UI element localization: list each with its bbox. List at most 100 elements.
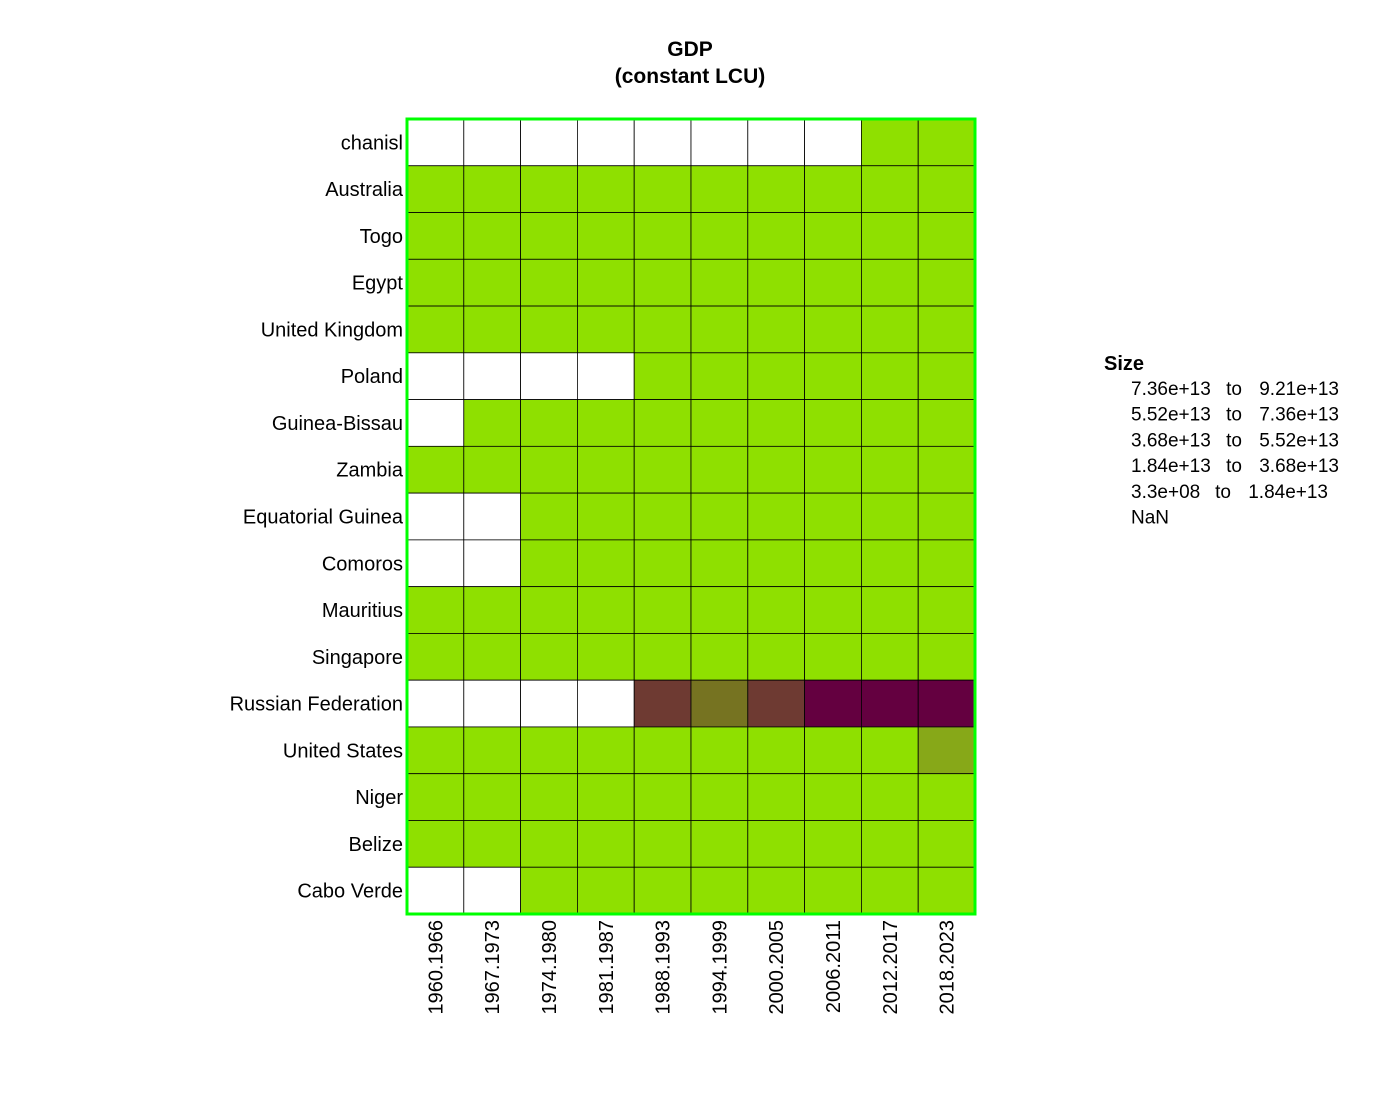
heatmap-cell — [633, 445, 692, 494]
heatmap-cell — [577, 352, 635, 400]
legend-from: NaN — [1131, 508, 1169, 529]
heatmap-cell — [577, 773, 635, 821]
row-label: Comoros — [322, 553, 403, 575]
heatmap-cell — [861, 445, 919, 494]
heatmap-cell — [861, 258, 919, 307]
heatmap-cell — [520, 726, 578, 775]
heatmap-cell — [747, 820, 805, 868]
heatmap-cell — [690, 352, 749, 400]
heatmap-cell — [917, 539, 976, 588]
heatmap-cell — [520, 866, 578, 915]
heatmap-cell — [804, 726, 862, 775]
heatmap-cell — [406, 820, 465, 868]
heatmap-cell — [520, 539, 578, 588]
heatmap-cell — [861, 539, 919, 588]
heatmap-cell — [690, 118, 749, 167]
heatmap-cell — [406, 399, 465, 447]
heatmap-cell — [406, 773, 465, 821]
heatmap-cell — [804, 165, 862, 213]
heatmap-cell — [577, 258, 635, 307]
heatmap-cell — [804, 212, 862, 260]
column-label: 2012.2017 — [880, 920, 902, 1015]
heatmap-cell — [747, 866, 805, 915]
heatmap-cell — [747, 258, 805, 307]
heatmap-cell — [804, 633, 862, 681]
row-label: United States — [283, 740, 403, 762]
heatmap-cell — [633, 866, 692, 915]
row-label: Singapore — [312, 647, 403, 669]
heatmap-cell — [804, 773, 862, 821]
heatmap-cell — [690, 445, 749, 494]
heatmap-cell — [747, 679, 805, 728]
heatmap-cell — [804, 539, 862, 588]
heatmap-cell — [577, 118, 635, 167]
heatmap-cell — [463, 866, 521, 915]
heatmap-cell — [520, 586, 578, 634]
chart-title-line-1: GDP — [667, 38, 713, 61]
heatmap-cell — [520, 352, 578, 400]
legend-separator: to — [1226, 405, 1242, 426]
heatmap-cell — [690, 165, 749, 213]
row-labels: chanisl Australia Togo Egypt United Kingdom P… — [230, 132, 404, 902]
column-label: 1960.1966 — [425, 920, 447, 1015]
heatmap-cell — [633, 258, 692, 307]
heatmap-cell — [406, 539, 465, 588]
heatmap-cell — [633, 212, 692, 260]
heatmap-cell — [690, 679, 749, 728]
heatmap-cell — [917, 679, 976, 728]
heatmap-cell — [633, 399, 692, 447]
heatmap-cell — [747, 445, 805, 494]
heatmap-cell — [520, 399, 578, 447]
legend-from: 7.36e+13 — [1131, 379, 1211, 400]
heatmap-cell — [406, 305, 465, 354]
column-label: 1967.1973 — [482, 920, 504, 1015]
heatmap-cell — [520, 258, 578, 307]
heatmap-cell — [917, 305, 976, 354]
heatmap-cell — [463, 633, 521, 681]
column-label: 2006.2011 — [823, 920, 845, 1013]
heatmap-cell — [406, 866, 465, 915]
column-label: 1994.1999 — [709, 920, 731, 1015]
heatmap-cell — [747, 633, 805, 681]
heatmap-cell — [577, 633, 635, 681]
heatmap-cell — [861, 492, 919, 541]
heatmap-cell — [917, 118, 976, 167]
heatmap-cell — [690, 212, 749, 260]
legend-separator: to — [1215, 482, 1231, 503]
heatmap-cell — [917, 165, 976, 213]
heatmap-cell — [520, 165, 578, 213]
heatmap-cell — [917, 866, 976, 915]
heatmap-cell — [520, 212, 578, 260]
row-label: Zambia — [336, 460, 404, 482]
heatmap-cell — [747, 352, 805, 400]
heatmap-cell — [861, 212, 919, 260]
row-label: Poland — [341, 366, 403, 388]
heatmap-cell — [747, 492, 805, 541]
heatmap-cell — [804, 118, 862, 167]
legend-to: 9.21e+13 — [1259, 379, 1339, 400]
heatmap-cell — [577, 866, 635, 915]
row-label: Guinea-Bissau — [272, 413, 403, 435]
heatmap-cell — [917, 492, 976, 541]
heatmap-cell — [917, 399, 976, 447]
heatmap-cell — [633, 773, 692, 821]
column-label: 1981.1987 — [596, 920, 618, 1015]
heatmap-cell — [690, 866, 749, 915]
heatmap-cell — [463, 726, 521, 775]
heatmap-cell — [917, 820, 976, 868]
heatmap-cell — [747, 399, 805, 447]
heatmap-cell — [406, 445, 465, 494]
heatmap-cell — [463, 679, 521, 728]
row-label: Niger — [355, 787, 403, 809]
heatmap-cell — [520, 633, 578, 681]
legend-from: 5.52e+13 — [1131, 405, 1211, 426]
heatmap-cell — [861, 305, 919, 354]
heatmap-cell — [917, 586, 976, 634]
heatmap-cell — [520, 492, 578, 541]
heatmap-cell — [690, 820, 749, 868]
legend-separator: to — [1226, 456, 1242, 477]
heatmap-cell — [406, 258, 465, 307]
heatmap-cell — [520, 305, 578, 354]
chart-title-line-2: (constant LCU) — [615, 65, 766, 88]
heatmap-cell — [690, 305, 749, 354]
